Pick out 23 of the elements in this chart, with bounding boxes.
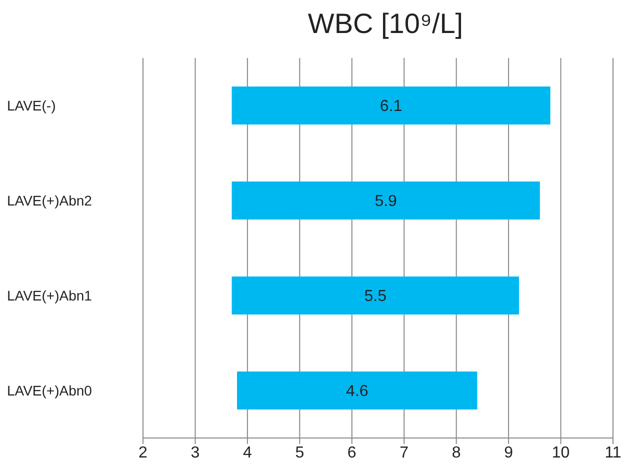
chart-title: WBC [10⁹/L]	[306, 8, 464, 41]
x-tick-label: 10	[552, 444, 570, 462]
y-tick-label: LAVE(+)Abn1	[7, 287, 92, 304]
data-label: 4.6	[346, 383, 368, 400]
data-label: 5.5	[364, 288, 387, 306]
x-tick-label: 9	[504, 444, 514, 462]
bar	[232, 182, 540, 220]
bar	[232, 276, 519, 314]
data-label: 6.1	[380, 98, 402, 116]
x-tick-label: 11	[604, 444, 622, 462]
x-tick-label: 5	[295, 444, 304, 462]
x-tick-label: 2	[138, 444, 148, 462]
x-tick-label: 7	[400, 444, 409, 462]
y-tick-label: LAVE(+)Abn0	[7, 382, 92, 398]
x-tick-label: 8	[452, 444, 461, 462]
bar	[232, 86, 550, 124]
x-tick-label: 3	[190, 444, 200, 462]
data-label: 5.9	[374, 193, 398, 210]
y-tick-label: LAVE(-)	[7, 97, 56, 114]
x-tick-label: 6	[347, 444, 356, 462]
bar	[237, 372, 478, 410]
x-tick-label: 4	[242, 444, 252, 462]
y-tick-label: LAVE(+)Abn2	[7, 192, 92, 208]
